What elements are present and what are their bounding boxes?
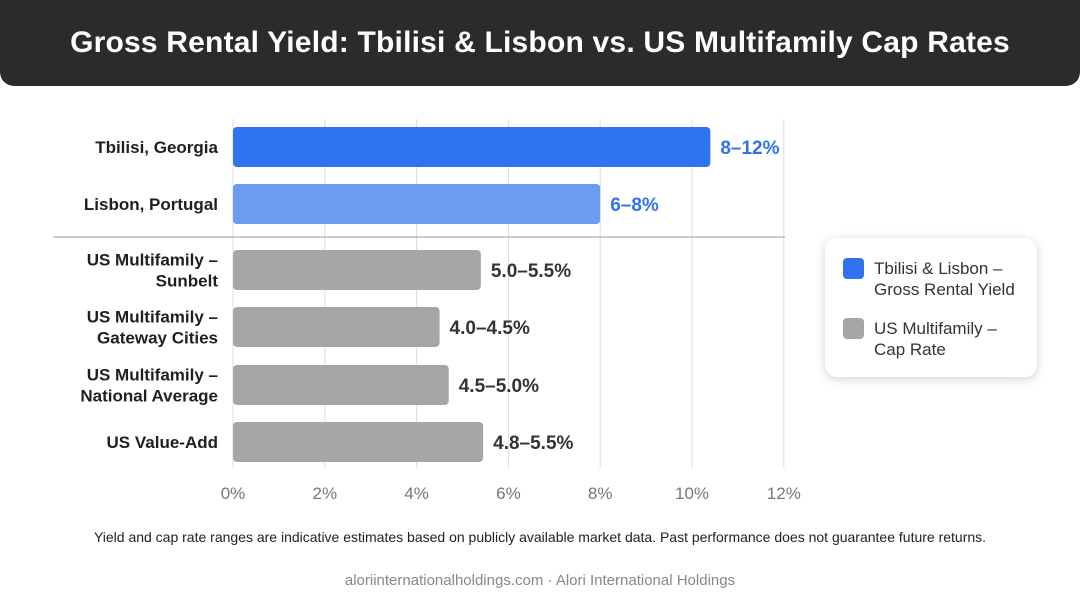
chart-title: Gross Rental Yield: Tbilisi & Lisbon vs.… [70,26,1010,59]
category-label: Lisbon, Portugal [84,195,218,214]
x-tick-label: 6% [496,484,521,503]
x-tick-label: 10% [675,484,709,503]
category-label: US Value-Add [107,433,218,452]
value-label: 4.0–4.5% [450,318,530,339]
bar [233,307,440,347]
category-label: National Average [80,387,218,406]
legend-item-us-multifamily: US Multifamily – Cap Rate [843,318,1021,360]
bar [233,365,449,405]
value-label: 4.5–5.0% [459,376,539,397]
category-label: US Multifamily – [87,251,218,270]
x-tick-label: 12% [767,484,801,503]
value-label: 6–8% [610,195,659,216]
bar [233,184,601,224]
bar [233,127,711,167]
x-tick-label: 2% [313,484,338,503]
x-tick-label: 0% [221,484,246,503]
legend-swatch-gray [843,318,864,339]
footnote: Yield and cap rate ranges are indicative… [93,529,987,545]
x-tick-label: 8% [588,484,613,503]
category-label: US Multifamily – [87,366,218,385]
category-label: Gateway Cities [97,329,218,348]
category-label: US Multifamily – [87,308,218,327]
legend: Tbilisi & Lisbon – Gross Rental Yield US… [825,238,1037,377]
bar [233,422,484,462]
value-label: 5.0–5.5% [491,261,571,282]
legend-label: Tbilisi & Lisbon – Gross Rental Yield [874,259,1015,299]
legend-label: US Multifamily – Cap Rate [874,319,997,359]
value-label: 4.8–5.5% [493,433,573,454]
category-label: Sunbelt [156,272,219,291]
title-bar: Gross Rental Yield: Tbilisi & Lisbon vs.… [0,0,1080,86]
bar [233,250,481,290]
footer: aloriinternationalholdings.com · Alori I… [344,572,736,589]
legend-item-tbilisi-lisbon: Tbilisi & Lisbon – Gross Rental Yield [843,258,1021,300]
bar-chart: Tbilisi, Georgia 8–12% Lisbon, Portugal 6–8… [53,119,801,503]
legend-swatch-blue [843,258,864,279]
value-label: 8–12% [720,138,779,159]
x-tick-label: 4% [404,484,429,503]
category-label: Tbilisi, Georgia [95,138,218,157]
